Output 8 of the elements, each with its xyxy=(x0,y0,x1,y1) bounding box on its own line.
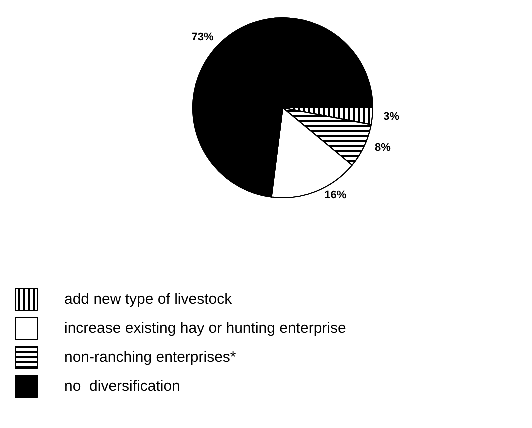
legend-label: non-ranching enterprises* xyxy=(64,349,236,366)
data-label: 73% xyxy=(192,31,214,44)
data-label: 8% xyxy=(375,142,392,154)
legend-label: no diversification xyxy=(64,378,180,395)
data-label: 3% xyxy=(384,110,400,123)
legend-label: increase existing hay or hunting enterprise xyxy=(64,320,346,337)
legend-label: add new type of livestock xyxy=(64,291,233,308)
data-label: 16% xyxy=(324,189,347,202)
